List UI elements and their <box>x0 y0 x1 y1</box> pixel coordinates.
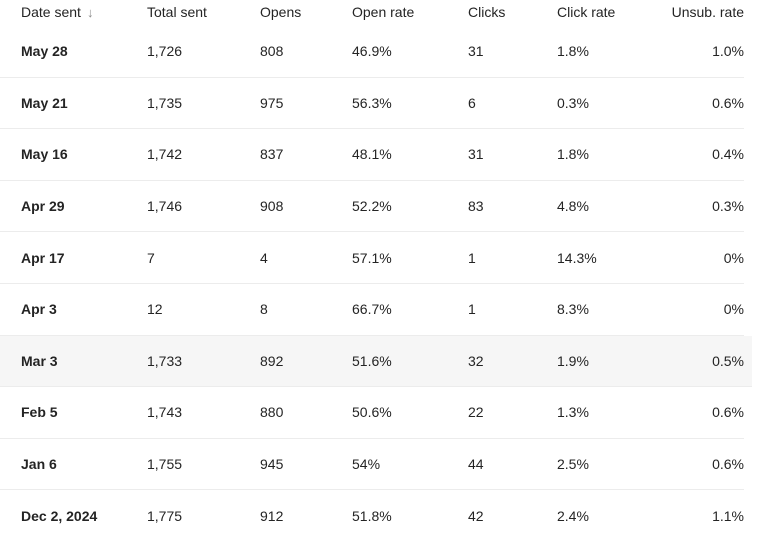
table-row[interactable]: Feb 5 1,743 880 50.6% 22 1.3% 0.6% <box>0 387 744 439</box>
cell-click-rate: 2.4% <box>557 508 589 525</box>
cell-open-rate: 66.7% <box>352 301 392 318</box>
cell-clicks: 31 <box>468 146 484 163</box>
cell-unsub-rate: 0.5% <box>712 352 744 369</box>
cell-unsub-rate: 0% <box>723 249 744 266</box>
table-row[interactable]: Mar 3 1,733 892 51.6% 32 1.9% 0.5% <box>0 335 752 388</box>
cell-total-sent: 1,742 <box>147 146 183 163</box>
cell-opens: 945 <box>260 456 284 473</box>
table-body: May 28 1,726 808 46.9% 31 1.8% 1.0% May 21 1,735… <box>0 26 777 542</box>
table-row[interactable]: Jan 6 1,755 945 54% 44 2.5% 0.6% <box>0 439 744 491</box>
cell-opens: 837 <box>260 146 284 163</box>
cell-clicks: 32 <box>468 352 484 369</box>
cell-date-sent: Dec 2, 2024 <box>21 508 98 525</box>
cell-total-sent: 1,775 <box>147 508 183 525</box>
cell-open-rate: 57.1% <box>352 249 392 266</box>
cell-clicks: 6 <box>468 94 476 111</box>
cell-clicks: 1 <box>468 249 476 266</box>
cell-open-rate: 51.6% <box>352 352 392 369</box>
cell-unsub-rate: 0.4% <box>712 146 744 163</box>
cell-date-sent: May 16 <box>21 146 68 163</box>
cell-date-sent: Apr 3 <box>21 301 57 318</box>
sort-descending-icon[interactable]: ↓ <box>86 5 94 20</box>
cell-date-sent: Apr 29 <box>21 198 65 215</box>
cell-unsub-rate: 0.6% <box>712 404 744 421</box>
cell-click-rate: 8.3% <box>557 301 589 318</box>
cell-opens: 808 <box>260 43 284 60</box>
cell-click-rate: 4.8% <box>557 198 589 215</box>
table-row[interactable]: Apr 17 7 4 57.1% 1 14.3% 0% <box>0 232 744 284</box>
column-header-click-rate[interactable]: Click rate <box>557 4 616 20</box>
cell-date-sent: Apr 17 <box>21 249 65 266</box>
cell-click-rate: 1.3% <box>557 404 589 421</box>
column-header-total-sent[interactable]: Total sent <box>147 4 207 20</box>
table-row[interactable]: Apr 29 1,746 908 52.2% 83 4.8% 0.3% <box>0 181 744 233</box>
cell-total-sent: 1,733 <box>147 352 183 369</box>
cell-date-sent: Mar 3 <box>21 352 58 369</box>
cell-clicks: 1 <box>468 301 476 318</box>
cell-total-sent: 1,726 <box>147 43 183 60</box>
table-row[interactable]: Apr 3 12 8 66.7% 1 8.3% 0% <box>0 284 744 336</box>
cell-unsub-rate: 0.6% <box>712 456 744 473</box>
cell-unsub-rate: 1.0% <box>712 43 744 60</box>
cell-opens: 975 <box>260 94 284 111</box>
cell-opens: 912 <box>260 508 284 525</box>
cell-clicks: 31 <box>468 43 484 60</box>
cell-clicks: 83 <box>468 198 484 215</box>
cell-click-rate: 1.8% <box>557 146 589 163</box>
table-row[interactable]: May 28 1,726 808 46.9% 31 1.8% 1.0% <box>0 26 744 78</box>
cell-click-rate: 1.9% <box>557 352 589 369</box>
cell-click-rate: 1.8% <box>557 43 589 60</box>
cell-total-sent: 12 <box>147 301 163 318</box>
table-row[interactable]: May 16 1,742 837 48.1% 31 1.8% 0.4% <box>0 129 744 181</box>
cell-click-rate: 14.3% <box>557 249 597 266</box>
cell-total-sent: 1,735 <box>147 94 183 111</box>
cell-total-sent: 7 <box>147 249 155 266</box>
cell-date-sent: May 21 <box>21 94 68 111</box>
column-header-date-sent[interactable]: Date sent ↓ <box>21 4 94 20</box>
cell-opens: 908 <box>260 198 284 215</box>
cell-open-rate: 56.3% <box>352 94 392 111</box>
cell-open-rate: 46.9% <box>352 43 392 60</box>
cell-unsub-rate: 0.3% <box>712 198 744 215</box>
table-row[interactable]: Dec 2, 2024 1,775 912 51.8% 42 2.4% 1.1% <box>0 490 744 542</box>
cell-unsub-rate: 0% <box>723 301 744 318</box>
column-header-opens[interactable]: Opens <box>260 4 302 20</box>
cell-total-sent: 1,743 <box>147 404 183 421</box>
table-header: Date sent ↓ Total sent Opens Open rate Cl… <box>0 0 744 26</box>
cell-total-sent: 1,746 <box>147 198 183 215</box>
cell-click-rate: 2.5% <box>557 456 589 473</box>
cell-open-rate: 50.6% <box>352 404 392 421</box>
cell-unsub-rate: 1.1% <box>712 508 744 525</box>
cell-unsub-rate: 0.6% <box>712 94 744 111</box>
cell-opens: 880 <box>260 404 284 421</box>
column-header-open-rate[interactable]: Open rate <box>352 4 415 20</box>
cell-click-rate: 0.3% <box>557 94 589 111</box>
cell-open-rate: 54% <box>352 456 381 473</box>
cell-clicks: 42 <box>468 508 484 525</box>
cell-total-sent: 1,755 <box>147 456 183 473</box>
cell-opens: 8 <box>260 301 268 318</box>
cell-open-rate: 52.2% <box>352 198 392 215</box>
cell-opens: 4 <box>260 249 268 266</box>
cell-opens: 892 <box>260 352 284 369</box>
cell-date-sent: Jan 6 <box>21 456 57 473</box>
cell-clicks: 22 <box>468 404 484 421</box>
cell-clicks: 44 <box>468 456 484 473</box>
cell-date-sent: May 28 <box>21 43 68 60</box>
column-header-unsub-rate[interactable]: Unsub. rate <box>671 4 744 20</box>
column-header-clicks[interactable]: Clicks <box>468 4 506 20</box>
table-row[interactable]: May 21 1,735 975 56.3% 6 0.3% 0.6% <box>0 78 744 130</box>
cell-open-rate: 51.8% <box>352 508 392 525</box>
cell-open-rate: 48.1% <box>352 146 392 163</box>
cell-date-sent: Feb 5 <box>21 404 58 421</box>
